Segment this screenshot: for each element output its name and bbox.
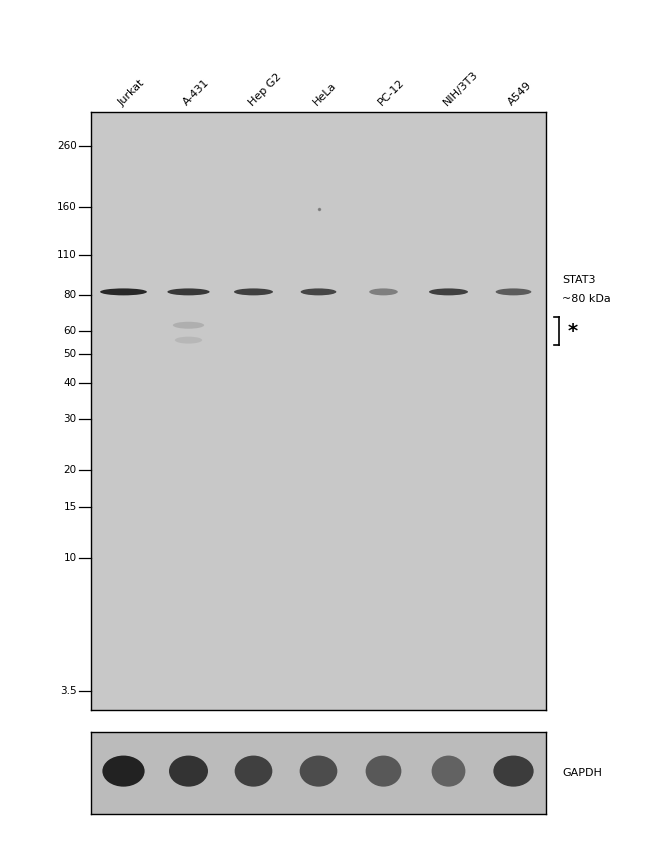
Ellipse shape <box>300 756 337 787</box>
Text: 160: 160 <box>57 202 77 213</box>
Text: NIH/3T3: NIH/3T3 <box>441 69 480 108</box>
Ellipse shape <box>300 288 337 295</box>
Text: 50: 50 <box>64 350 77 359</box>
Ellipse shape <box>432 756 465 787</box>
Text: PC-12: PC-12 <box>376 77 406 108</box>
Ellipse shape <box>175 337 202 344</box>
Ellipse shape <box>168 288 209 295</box>
Text: A549: A549 <box>506 80 534 108</box>
Text: 80: 80 <box>64 290 77 300</box>
Text: 20: 20 <box>64 465 77 475</box>
Ellipse shape <box>234 288 273 295</box>
Text: 3.5: 3.5 <box>60 686 77 696</box>
Ellipse shape <box>495 288 532 295</box>
Text: 40: 40 <box>64 378 77 387</box>
Ellipse shape <box>103 756 144 787</box>
Ellipse shape <box>429 288 468 295</box>
Ellipse shape <box>235 756 272 787</box>
Ellipse shape <box>493 756 534 787</box>
Text: HeLa: HeLa <box>311 80 339 108</box>
Text: 60: 60 <box>64 326 77 337</box>
Text: 10: 10 <box>64 553 77 563</box>
Text: *: * <box>568 321 578 341</box>
Text: GAPDH: GAPDH <box>562 768 602 777</box>
Text: ~80 kDa: ~80 kDa <box>562 294 611 304</box>
Text: 30: 30 <box>64 414 77 424</box>
Ellipse shape <box>169 756 208 787</box>
Text: A-431: A-431 <box>181 77 211 108</box>
Text: Jurkat: Jurkat <box>116 77 146 108</box>
Text: 260: 260 <box>57 141 77 151</box>
Ellipse shape <box>369 288 398 295</box>
Ellipse shape <box>100 288 147 295</box>
Text: 110: 110 <box>57 250 77 260</box>
Ellipse shape <box>173 322 204 329</box>
Text: STAT3: STAT3 <box>562 275 596 285</box>
Text: 15: 15 <box>64 502 77 511</box>
Ellipse shape <box>365 756 402 787</box>
Text: Hep G2: Hep G2 <box>246 71 283 108</box>
